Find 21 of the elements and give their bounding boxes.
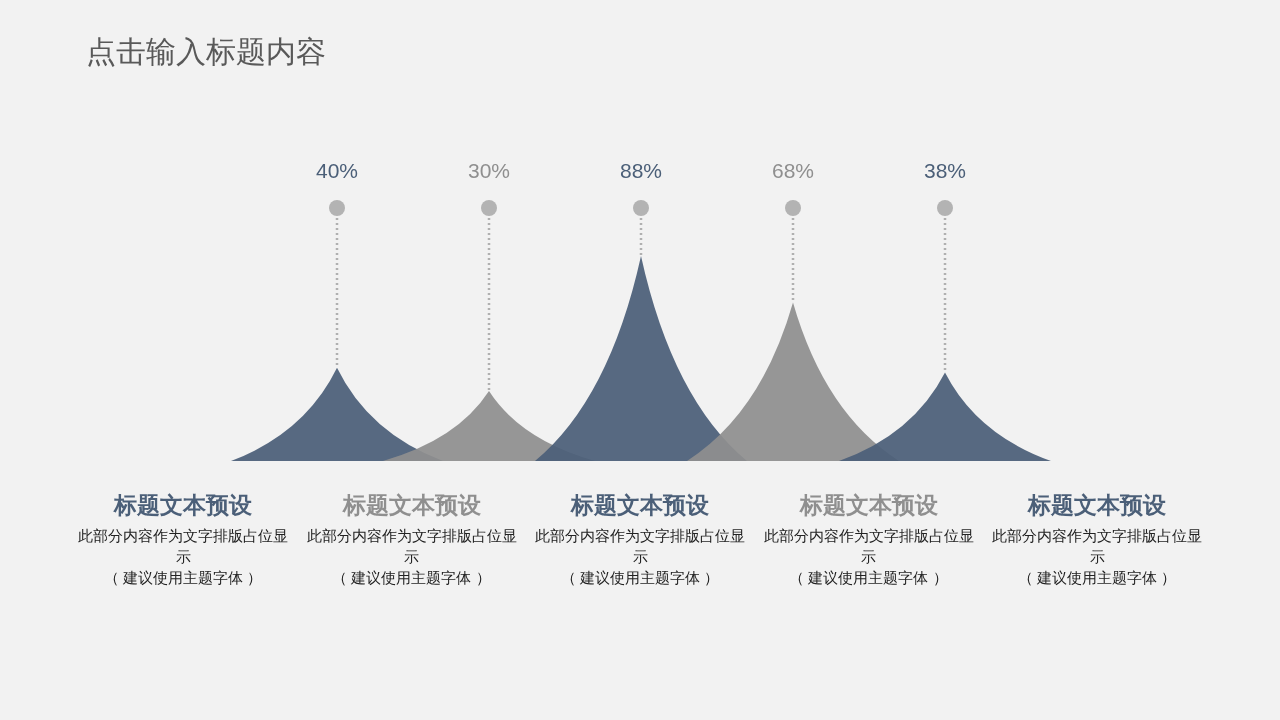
text: 点击输入标题内容 bbox=[86, 34, 326, 70]
data-label: 30% bbox=[467, 159, 511, 182]
data-label: 68% bbox=[771, 159, 815, 182]
text: （ 建议使用主题字体 ） bbox=[102, 568, 264, 588]
text: 此部分内容作为文字排版占位显示 bbox=[305, 526, 518, 567]
category-label: 标题文本预设 bbox=[112, 491, 253, 520]
category-label: 标题文本预设 bbox=[341, 491, 482, 520]
text: （ 建议使用主题字体 ） bbox=[788, 568, 949, 588]
text: （ 建议使用主题字体 ） bbox=[559, 568, 721, 588]
text: （ 建议使用主题字体 ） bbox=[331, 568, 492, 588]
text: （ 建议使用主题字体 ） bbox=[1016, 568, 1178, 588]
text: 此部分内容作为文字排版占位显示 bbox=[77, 526, 289, 567]
category-label: 标题文本预设 bbox=[569, 491, 710, 520]
category-label: 标题文本预设 bbox=[1026, 491, 1167, 520]
data-label: 40% bbox=[315, 159, 359, 182]
data-label: 38% bbox=[923, 159, 967, 182]
text: 此部分内容作为文字排版占位显示 bbox=[991, 526, 1203, 567]
text: 此部分内容作为文字排版占位显示 bbox=[762, 526, 975, 567]
data-label: 88% bbox=[619, 159, 663, 182]
category-label: 标题文本预设 bbox=[798, 491, 939, 520]
text: 此部分内容作为文字排版占位显示 bbox=[534, 526, 746, 567]
